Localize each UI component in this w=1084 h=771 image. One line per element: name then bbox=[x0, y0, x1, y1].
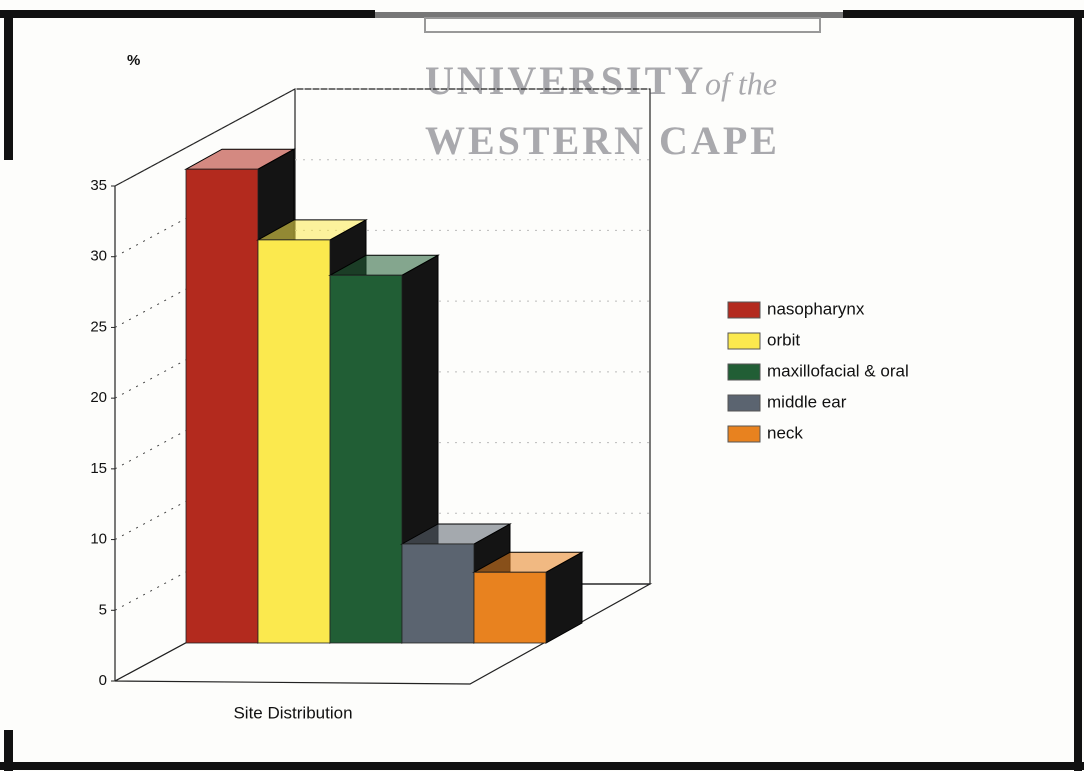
y-tick-label: 35 bbox=[90, 177, 107, 194]
x-tick-label: Site Distribution bbox=[233, 703, 352, 722]
legend-label: maxillofacial & oral bbox=[767, 361, 909, 380]
legend-swatch bbox=[727, 332, 761, 350]
legend-label: orbit bbox=[767, 330, 800, 349]
legend-swatch bbox=[727, 425, 761, 443]
y-tick-label: 25 bbox=[90, 318, 107, 335]
legend-swatch bbox=[727, 394, 761, 412]
bar bbox=[329, 274, 403, 644]
bar bbox=[401, 543, 475, 644]
y-tick-label: 5 bbox=[99, 601, 107, 618]
legend-swatch bbox=[727, 363, 761, 381]
y-tick-label: 15 bbox=[90, 460, 107, 477]
bar bbox=[257, 239, 331, 644]
bar bbox=[185, 168, 259, 644]
y-tick-label: 30 bbox=[90, 248, 107, 265]
y-tick-label: 20 bbox=[90, 389, 107, 406]
watermark: UNIVERSITY bbox=[425, 58, 706, 103]
bar bbox=[473, 571, 547, 644]
legend-swatch bbox=[727, 301, 761, 319]
legend-label: nasopharynx bbox=[767, 299, 865, 318]
y-tick-label: 0 bbox=[99, 672, 107, 689]
legend-label: neck bbox=[767, 423, 803, 442]
legend-label: middle ear bbox=[767, 392, 847, 411]
frame bbox=[0, 10, 1084, 771]
watermark: of the bbox=[705, 65, 777, 101]
y-axis-label: % bbox=[127, 52, 140, 69]
watermark: WESTERN CAPE bbox=[425, 118, 780, 163]
y-tick-label: 10 bbox=[90, 531, 107, 548]
